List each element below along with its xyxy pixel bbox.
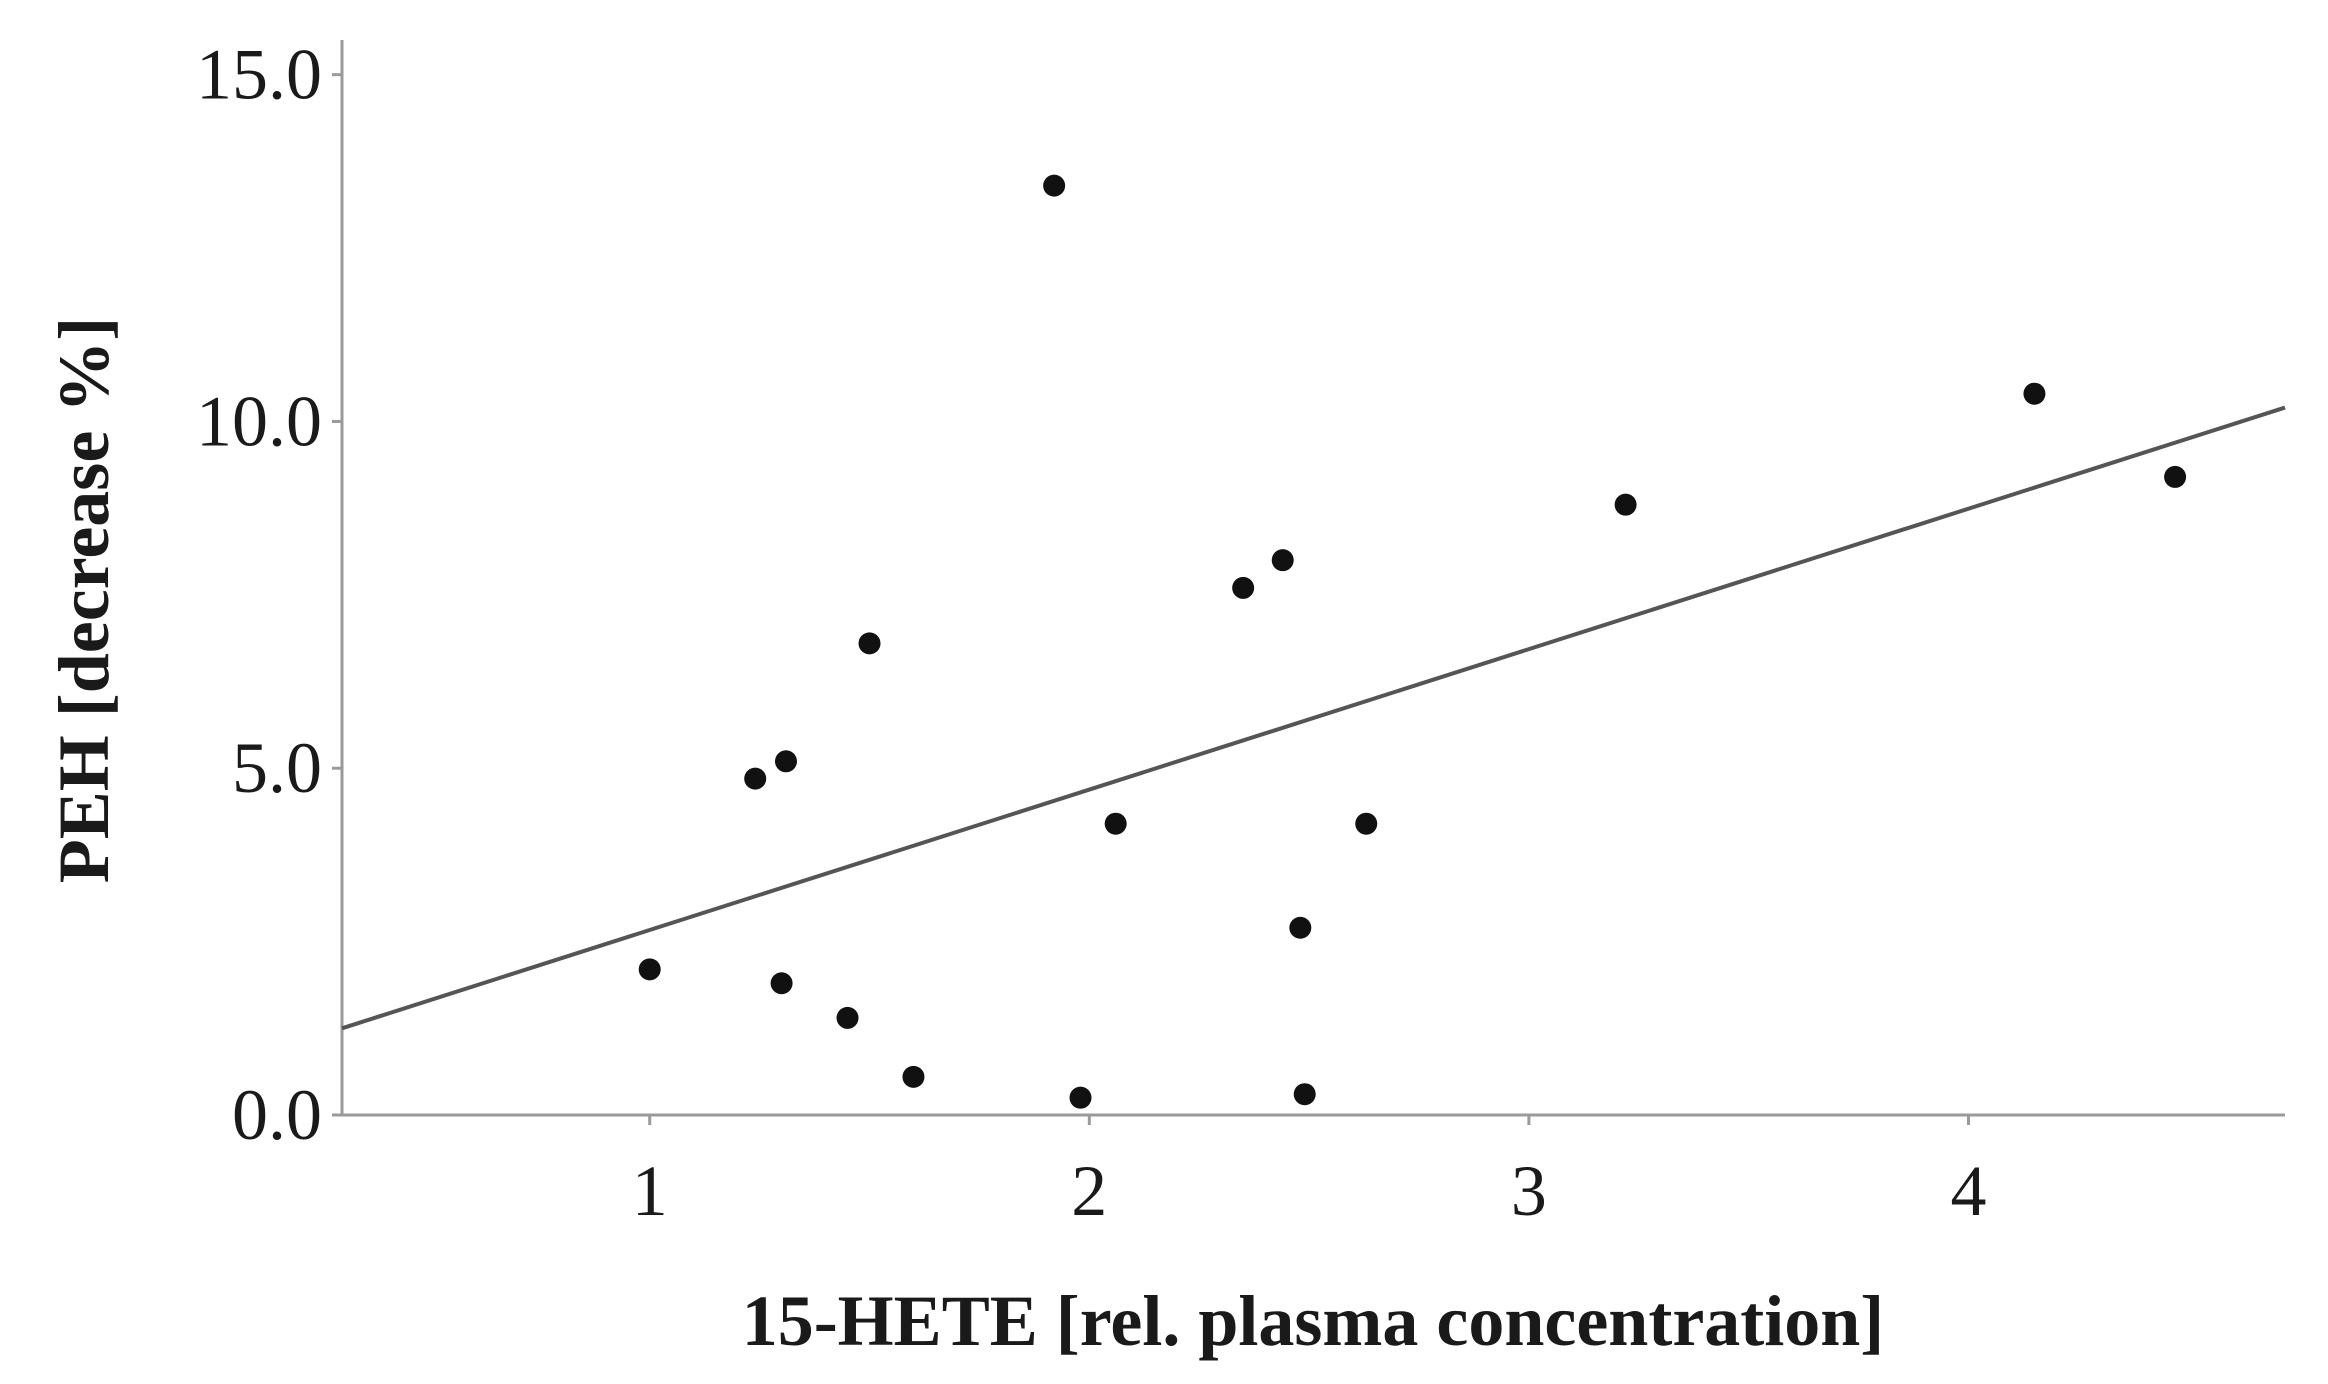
y-tick-label: 0.0 [232,1075,322,1155]
x-ticks: 1 2 3 4 [632,1115,1986,1231]
data-point [1232,576,1255,599]
data-point [770,972,793,995]
y-tick-label: 10.0 [196,381,322,461]
data-point [2023,382,2046,405]
data-point [1289,916,1312,939]
data-point [858,632,881,655]
x-axis-title: 15-HETE [rel. plasma concentration] [742,1281,1885,1361]
x-tick-label: 3 [1511,1151,1547,1231]
data-point [774,750,797,773]
y-ticks: 0.0 5.0 10.0 15.0 [196,35,342,1155]
regression-line [341,405,2286,1031]
y-tick-label: 15.0 [196,35,322,115]
axes [340,40,2285,1117]
data-point [1614,493,1637,516]
data-point [2164,465,2187,488]
y-axis-title: PEH [decrease %] [44,317,124,884]
x-tick-label: 2 [1071,1151,1107,1231]
data-point [1293,1083,1316,1106]
data-point [744,767,767,790]
data-point [1104,812,1127,835]
data-point [1355,812,1378,835]
data-point [1043,174,1066,197]
data-point [836,1006,859,1029]
data-point [1069,1086,1092,1109]
data-points [638,174,2187,1109]
data-point [902,1065,925,1088]
data-point [638,958,661,981]
y-tick-label: 5.0 [232,728,322,808]
x-tick-label: 4 [1950,1151,1986,1231]
x-tick-label: 1 [632,1151,668,1231]
data-point [1271,549,1294,572]
